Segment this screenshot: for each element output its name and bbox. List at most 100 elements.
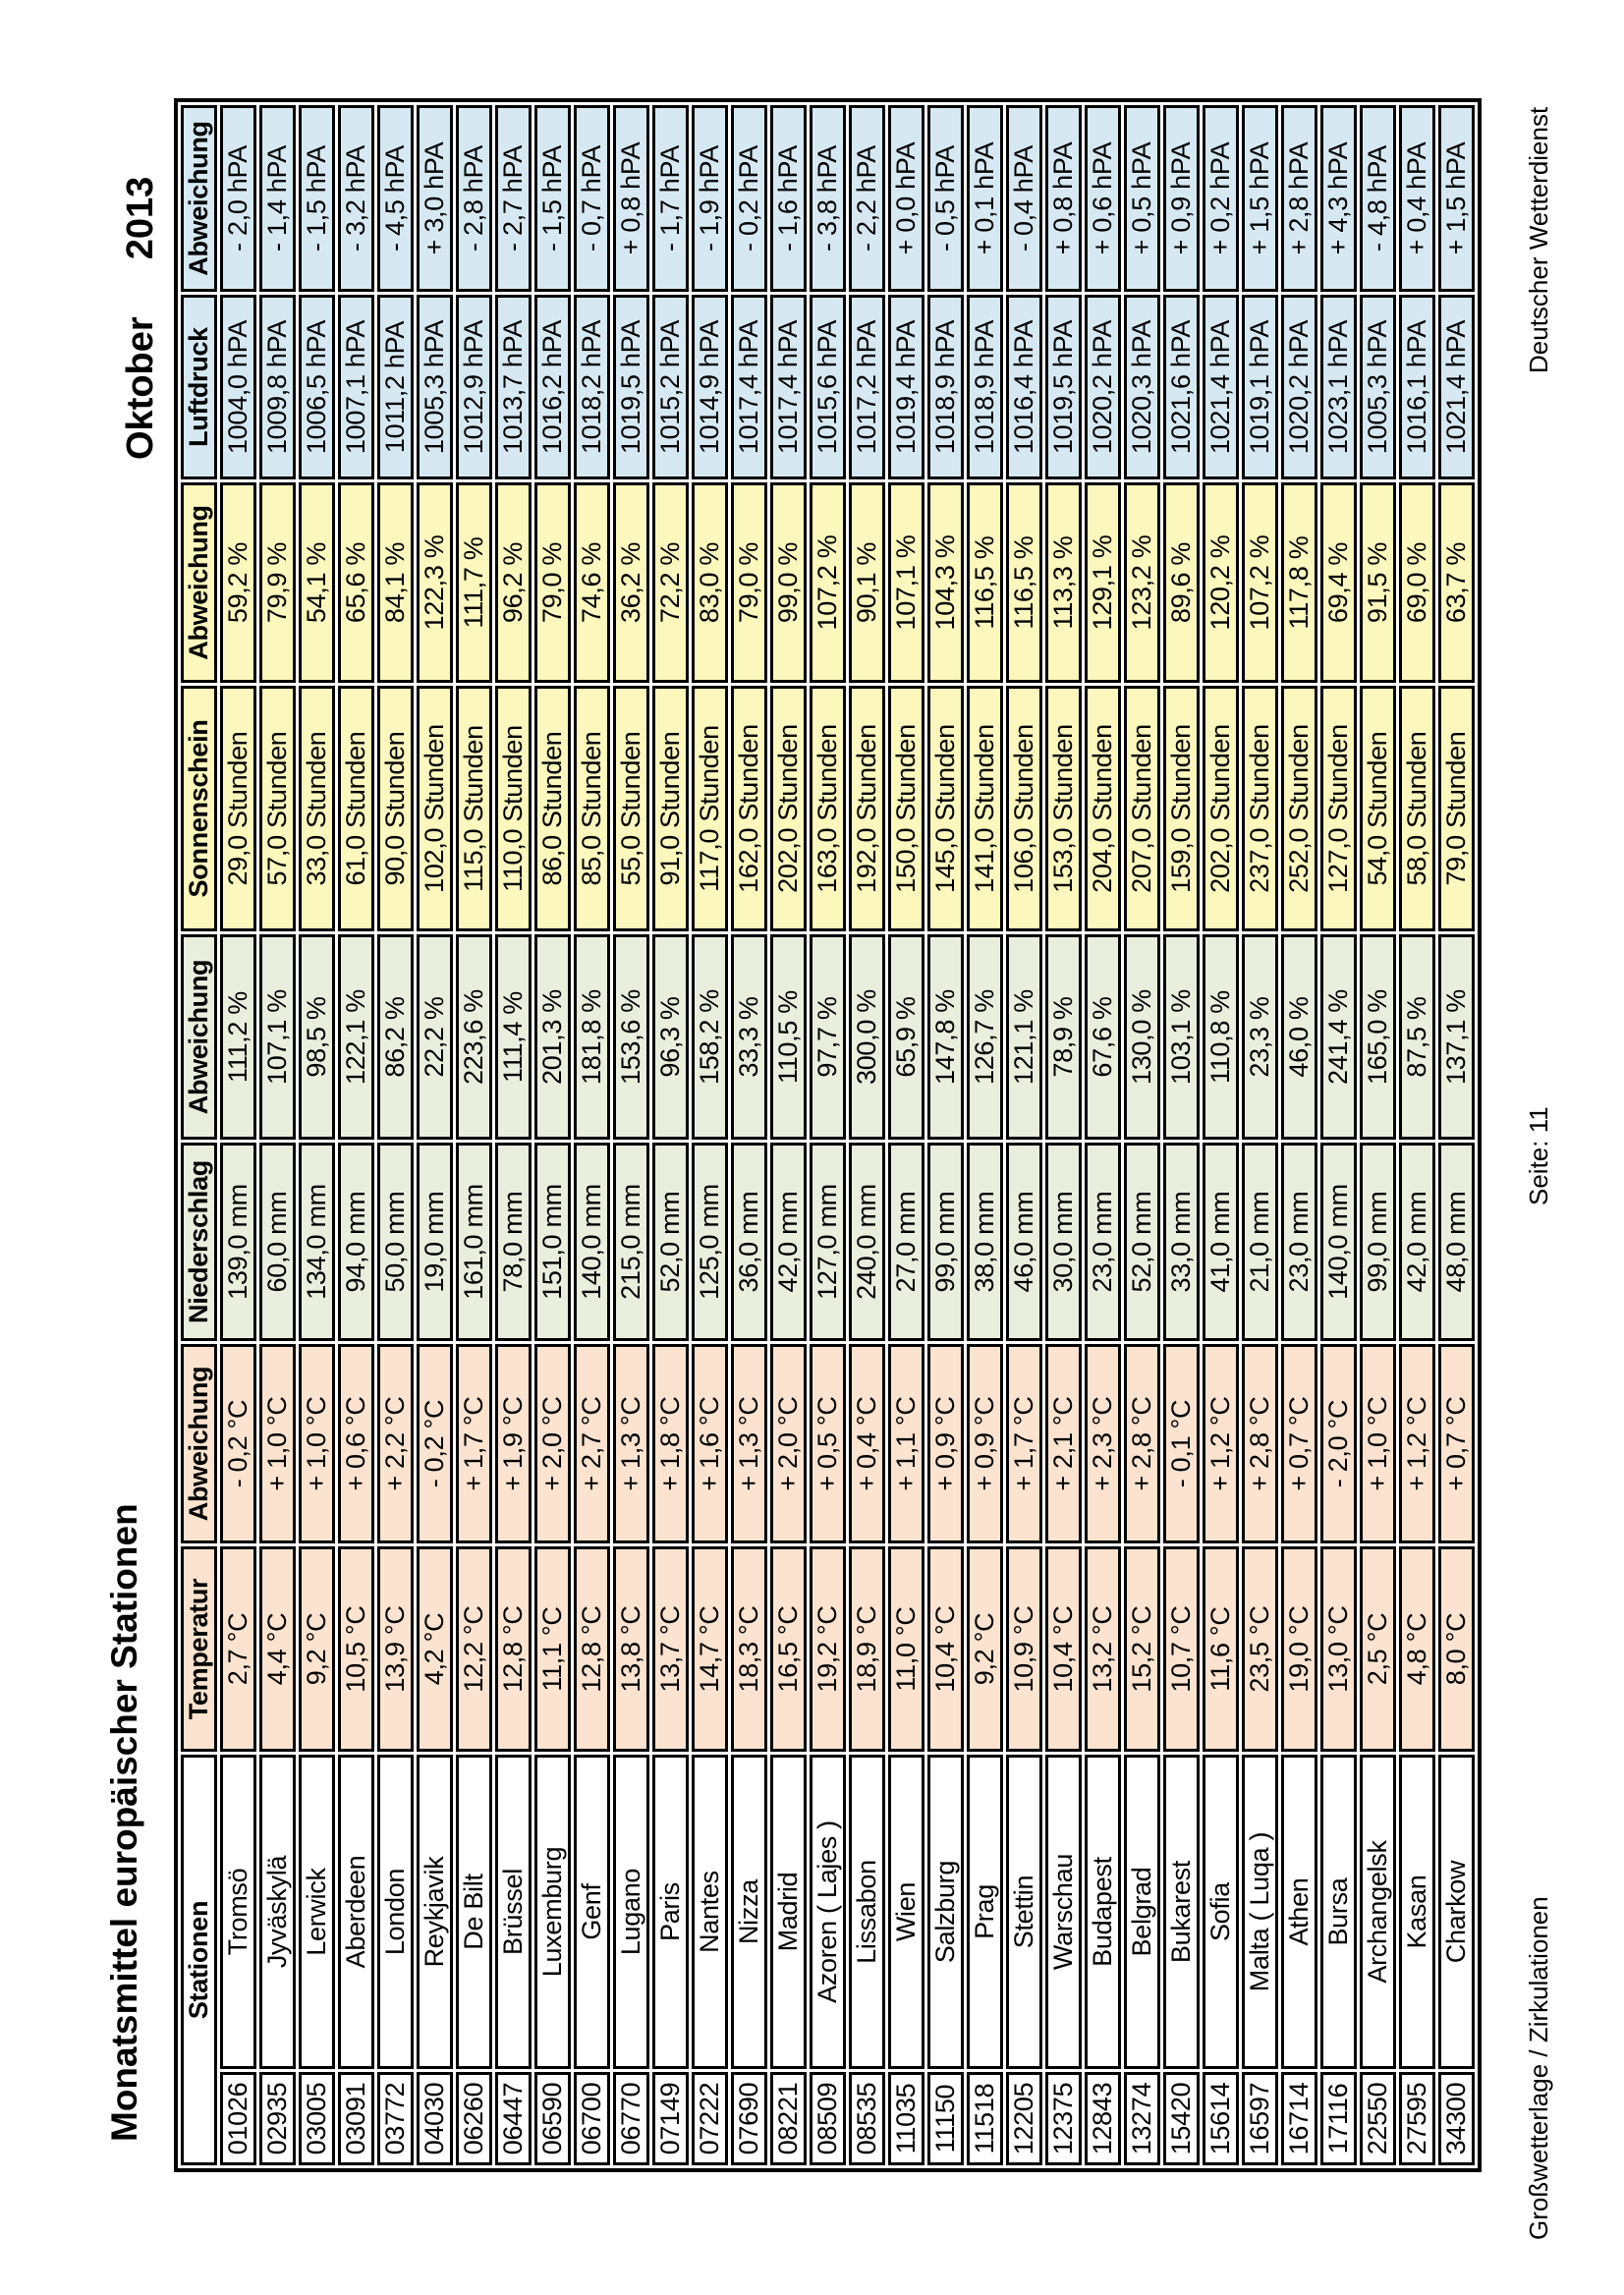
sunshine-value: 207,0 Stunden [1124,686,1160,931]
sunshine-deviation: 69,0 % [1399,482,1435,683]
station-id: 07222 [692,2072,728,2165]
table-row: 13274 Belgrad 15,2 °C + 2,8 °C 52,0 mm 1… [1124,105,1160,2165]
precipitation-value: 52,0 mm [652,1143,689,1341]
sunshine-deviation: 90,1 % [849,482,885,683]
pressure-value: 1019,4 hPA [888,295,924,479]
temperature-value: 13,7 °C [652,1546,689,1752]
temperature-value: 12,2 °C [456,1546,492,1752]
sunshine-value: 29,0 Stunden [220,686,256,931]
sunshine-deviation: 117,8 % [1281,482,1317,683]
precipitation-deviation: 97,7 % [810,934,846,1140]
sunshine-value: 145,0 Stunden [927,686,964,931]
table-row: 06260 De Bilt 12,2 °C + 1,7 °C 161,0 mm … [456,105,492,2165]
sunshine-value: 150,0 Stunden [888,686,924,931]
precipitation-deviation: 86,2 % [377,934,414,1140]
pressure-deviation: + 0,6 hPA [1085,105,1121,292]
temperature-deviation: + 1,1 °C [888,1344,924,1543]
table-row: 07222 Nantes 14,7 °C + 1,6 °C 125,0 mm 1… [692,105,728,2165]
sunshine-value: 86,0 Stunden [534,686,571,931]
temperature-deviation: + 0,7 °C [1281,1344,1317,1543]
sunshine-value: 102,0 Stunden [417,686,453,931]
station-name: Genf [574,1755,610,2069]
station-name: Madrid [770,1755,807,2069]
precipitation-value: 33,0 mm [1163,1143,1200,1341]
station-id: 17116 [1320,2072,1357,2165]
temperature-value: 9,2 °C [967,1546,1003,1752]
pressure-deviation: - 0,5 hPA [927,105,964,292]
temperature-deviation: + 1,7 °C [456,1344,492,1543]
temperature-value: 11,1 °C [534,1546,571,1752]
sunshine-deviation: 96,2 % [495,482,532,683]
sunshine-value: 61,0 Stunden [338,686,374,931]
pressure-value: 1013,7 hPA [495,295,532,479]
table-row: 02935 Jyväskylä 4,4 °C + 1,0 °C 60,0 mm … [259,105,296,2165]
precipitation-value: 139,0 mm [220,1143,256,1341]
station-id: 12205 [1006,2072,1042,2165]
table-row: 17116 Bursa 13,0 °C - 2,0 °C 140,0 mm 24… [1320,105,1357,2165]
precipitation-deviation: 107,1 % [259,934,296,1140]
pressure-value: 1017,4 hPA [770,295,807,479]
sunshine-value: 85,0 Stunden [574,686,610,931]
pressure-value: 1017,4 hPA [731,295,767,479]
sunshine-value: 106,0 Stunden [1006,686,1042,931]
pressure-value: 1020,2 hPA [1281,295,1317,479]
temperature-value: 10,5 °C [338,1546,374,1752]
sunshine-deviation: 116,5 % [1006,482,1042,683]
header-temperature-deviation: Abweichung [181,1344,217,1543]
precipitation-value: 127,0 mm [810,1143,846,1341]
table-row: 16597 Malta ( Luqa ) 23,5 °C + 2,8 °C 21… [1242,105,1278,2165]
temperature-value: 10,4 °C [927,1546,964,1752]
temperature-value: 15,2 °C [1124,1546,1160,1752]
precipitation-deviation: 130,0 % [1124,934,1160,1140]
station-name: Nizza [731,1755,767,2069]
sunshine-value: 57,0 Stunden [259,686,296,931]
precipitation-deviation: 241,4 % [1320,934,1357,1140]
pressure-value: 1016,4 hPA [1006,295,1042,479]
station-id: 06260 [456,2072,492,2165]
pressure-deviation: - 4,8 hPA [1360,105,1396,292]
precipitation-deviation: 65,9 % [888,934,924,1140]
sunshine-deviation: 116,5 % [967,482,1003,683]
table-row: 04030 Reykjavik 4,2 °C - 0,2 °C 19,0 mm … [417,105,453,2165]
temperature-deviation: + 1,3 °C [731,1344,767,1543]
station-id: 11150 [927,2072,964,2165]
precipitation-deviation: 153,6 % [613,934,649,1140]
temperature-deviation: + 2,3 °C [1085,1344,1121,1543]
station-id: 12375 [1045,2072,1082,2165]
sunshine-value: 33,0 Stunden [299,686,335,931]
precipitation-value: 94,0 mm [338,1143,374,1341]
station-id: 11035 [888,2072,924,2165]
pressure-deviation: - 1,5 hPA [299,105,335,292]
precipitation-deviation: 147,8 % [927,934,964,1140]
precipitation-deviation: 110,8 % [1203,934,1239,1140]
pressure-deviation: - 1,9 hPA [692,105,728,292]
pressure-deviation: + 0,5 hPA [1124,105,1160,292]
precipitation-value: 42,0 mm [1399,1143,1435,1341]
table-row: 06590 Luxemburg 11,1 °C + 2,0 °C 151,0 m… [534,105,571,2165]
sunshine-value: 162,0 Stunden [731,686,767,931]
pressure-deviation: - 0,4 hPA [1006,105,1042,292]
precipitation-deviation: 126,7 % [967,934,1003,1140]
table-row: 15614 Sofia 11,6 °C + 1,2 °C 41,0 mm 110… [1203,105,1239,2165]
pressure-deviation: - 2,0 hPA [220,105,256,292]
temperature-deviation: + 2,2 °C [377,1344,414,1543]
sunshine-deviation: 79,9 % [259,482,296,683]
page-title: Monatsmittel europäischer Stationen [104,1503,144,2142]
pressure-value: 1019,5 hPA [613,295,649,479]
station-name: Sofia [1203,1755,1239,2069]
station-means-table: Stationen Temperatur Abweichung Niedersc… [174,98,1482,2172]
pressure-value: 1023,1 hPA [1320,295,1357,479]
sunshine-value: 202,0 Stunden [1203,686,1239,931]
table-row: 07690 Nizza 18,3 °C + 1,3 °C 36,0 mm 33,… [731,105,767,2165]
header-precipitation-deviation: Abweichung [181,934,217,1140]
pressure-value: 1016,1 hPA [1399,295,1435,479]
table-row: 12205 Stettin 10,9 °C + 1,7 °C 46,0 mm 1… [1006,105,1042,2165]
sunshine-deviation: 107,2 % [1242,482,1278,683]
station-id: 08509 [810,2072,846,2165]
station-id: 03091 [338,2072,374,2165]
station-name: Charkow [1438,1755,1475,2069]
station-name: Lerwick [299,1755,335,2069]
pressure-deviation: - 1,5 hPA [534,105,571,292]
pressure-value: 1015,2 hPA [652,295,689,479]
